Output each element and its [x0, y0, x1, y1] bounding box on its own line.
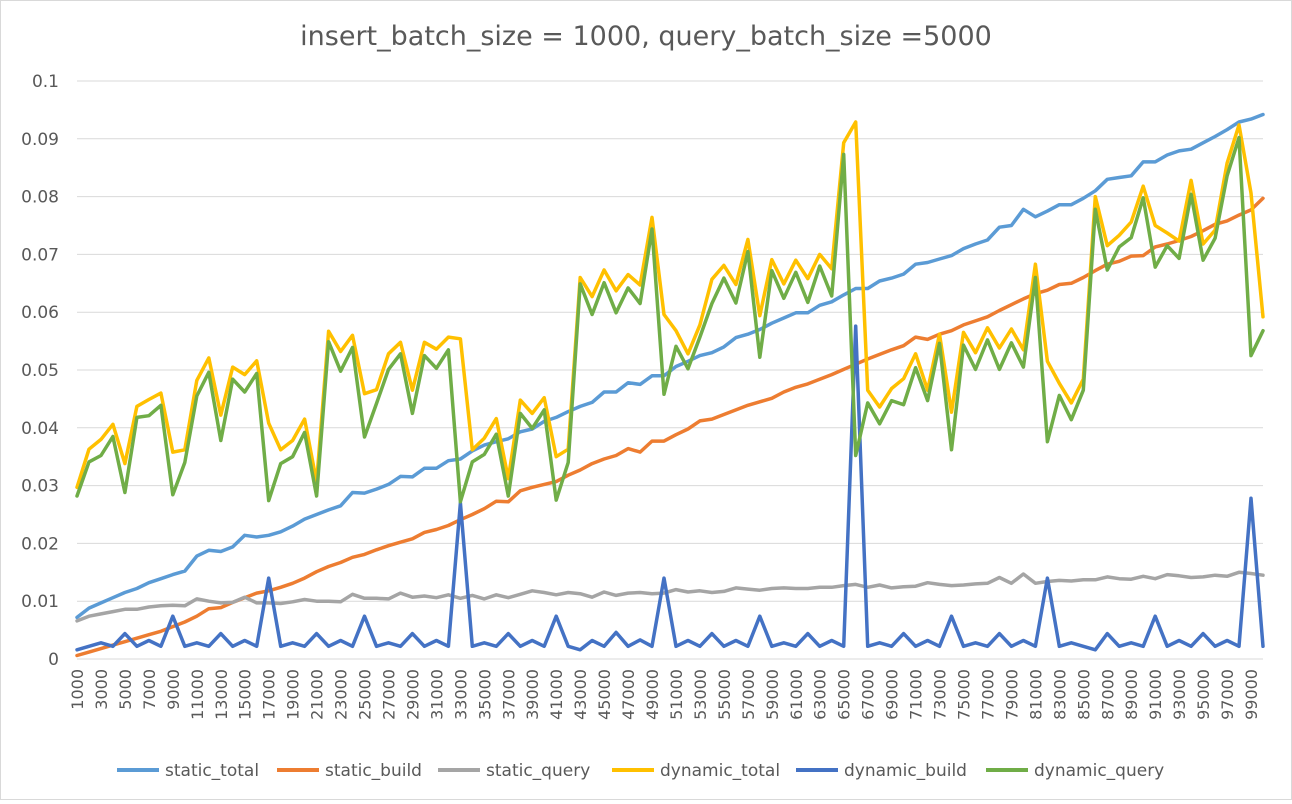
- x-axis-ticks: 1000 3000 5000 7000 9000 11000 13000 15000 17000…: [68, 669, 1261, 720]
- y-tick-label: 0.07: [21, 245, 59, 265]
- x-tick-label: 19000: [284, 669, 303, 720]
- x-tick-label: 21000: [308, 669, 327, 720]
- x-tick-label: 25000: [356, 669, 375, 720]
- x-tick-label: 81000: [1026, 669, 1045, 720]
- x-tick-label: 89000: [1122, 669, 1141, 720]
- chart-title: insert_batch_size = 1000, query_batch_si…: [300, 21, 992, 52]
- x-tick-label: 13000: [212, 669, 231, 720]
- legend-item-static-build: static_build: [277, 761, 422, 781]
- series-lines: [75, 112, 1265, 658]
- x-tick-label: 63000: [811, 669, 830, 720]
- x-tick-label: 51000: [667, 669, 686, 720]
- y-tick-label: 0: [48, 650, 59, 670]
- legend-item-static-total: static_total: [117, 761, 259, 781]
- x-tick-label: 97000: [1218, 669, 1237, 720]
- x-tick-label: 71000: [907, 669, 926, 720]
- legend-label: static_build: [325, 761, 422, 781]
- series-line-dynamic-query: [75, 135, 1265, 504]
- x-tick-label: 73000: [931, 669, 950, 720]
- legend-item-dynamic-build: dynamic_build: [796, 761, 967, 781]
- legend-item-dynamic-total: dynamic_total: [612, 761, 780, 781]
- x-tick-label: 99000: [1242, 669, 1261, 720]
- y-tick-label: 0.09: [21, 130, 59, 150]
- x-tick-label: 7000: [140, 669, 159, 710]
- y-tick-label: 0.03: [21, 477, 59, 497]
- x-tick-label: 77000: [978, 669, 997, 720]
- x-tick-label: 31000: [427, 669, 446, 720]
- x-tick-label: 23000: [332, 669, 351, 720]
- x-tick-label: 1000: [68, 669, 87, 710]
- legend-label: dynamic_build: [844, 761, 967, 781]
- x-tick-label: 85000: [1074, 669, 1093, 720]
- x-tick-label: 37000: [499, 669, 518, 720]
- series-line-static-build: [75, 196, 1265, 658]
- series-line-dynamic-build: [75, 324, 1265, 652]
- x-tick-label: 75000: [955, 669, 974, 720]
- x-tick-label: 45000: [595, 669, 614, 720]
- x-tick-label: 35000: [475, 669, 494, 720]
- x-tick-label: 55000: [715, 669, 734, 720]
- x-tick-label: 29000: [403, 669, 422, 720]
- legend-item-static-query: static_query: [438, 761, 590, 781]
- x-tick-label: 41000: [547, 669, 566, 720]
- legend: static_total static_build static_query dyna…: [117, 761, 1164, 781]
- x-tick-label: 3000: [92, 669, 111, 710]
- x-tick-label: 61000: [787, 669, 806, 720]
- x-tick-label: 43000: [571, 669, 590, 720]
- y-tick-label: 0.06: [21, 303, 59, 323]
- legend-label: static_query: [486, 761, 590, 781]
- y-tick-label: 0.05: [21, 361, 59, 381]
- x-tick-label: 93000: [1170, 669, 1189, 720]
- x-tick-label: 5000: [116, 669, 135, 710]
- legend-label: dynamic_query: [1034, 761, 1164, 781]
- x-tick-label: 15000: [236, 669, 255, 720]
- y-tick-label: 0.02: [21, 534, 59, 554]
- series-line-dynamic-total: [75, 120, 1265, 490]
- x-tick-label: 47000: [619, 669, 638, 720]
- x-tick-label: 27000: [379, 669, 398, 720]
- x-tick-label: 67000: [859, 669, 878, 720]
- x-tick-label: 91000: [1146, 669, 1165, 720]
- x-tick-label: 11000: [188, 669, 207, 720]
- x-tick-label: 65000: [835, 669, 854, 720]
- x-tick-label: 87000: [1098, 669, 1117, 720]
- y-tick-label: 0.1: [32, 72, 59, 92]
- y-tick-label: 0.04: [21, 419, 59, 439]
- x-tick-label: 39000: [523, 669, 542, 720]
- x-tick-label: 53000: [691, 669, 710, 720]
- legend-label: static_total: [165, 761, 259, 781]
- x-tick-label: 83000: [1050, 669, 1069, 720]
- x-tick-label: 79000: [1002, 669, 1021, 720]
- x-tick-label: 9000: [164, 669, 183, 710]
- x-tick-label: 49000: [643, 669, 662, 720]
- x-tick-label: 33000: [451, 669, 470, 720]
- x-tick-label: 59000: [763, 669, 782, 720]
- y-tick-label: 0.08: [21, 188, 59, 208]
- x-tick-label: 17000: [260, 669, 279, 720]
- y-axis-ticks: 0 0.01 0.02 0.03 0.04 0.05 0.06 0.07 0.08 0.09 0.1: [21, 72, 59, 670]
- x-tick-label: 57000: [739, 669, 758, 720]
- legend-label: dynamic_total: [660, 761, 780, 781]
- x-tick-label: 95000: [1194, 669, 1213, 720]
- y-tick-label: 0.01: [21, 592, 59, 612]
- legend-item-dynamic-query: dynamic_query: [986, 761, 1164, 781]
- x-tick-label: 69000: [883, 669, 902, 720]
